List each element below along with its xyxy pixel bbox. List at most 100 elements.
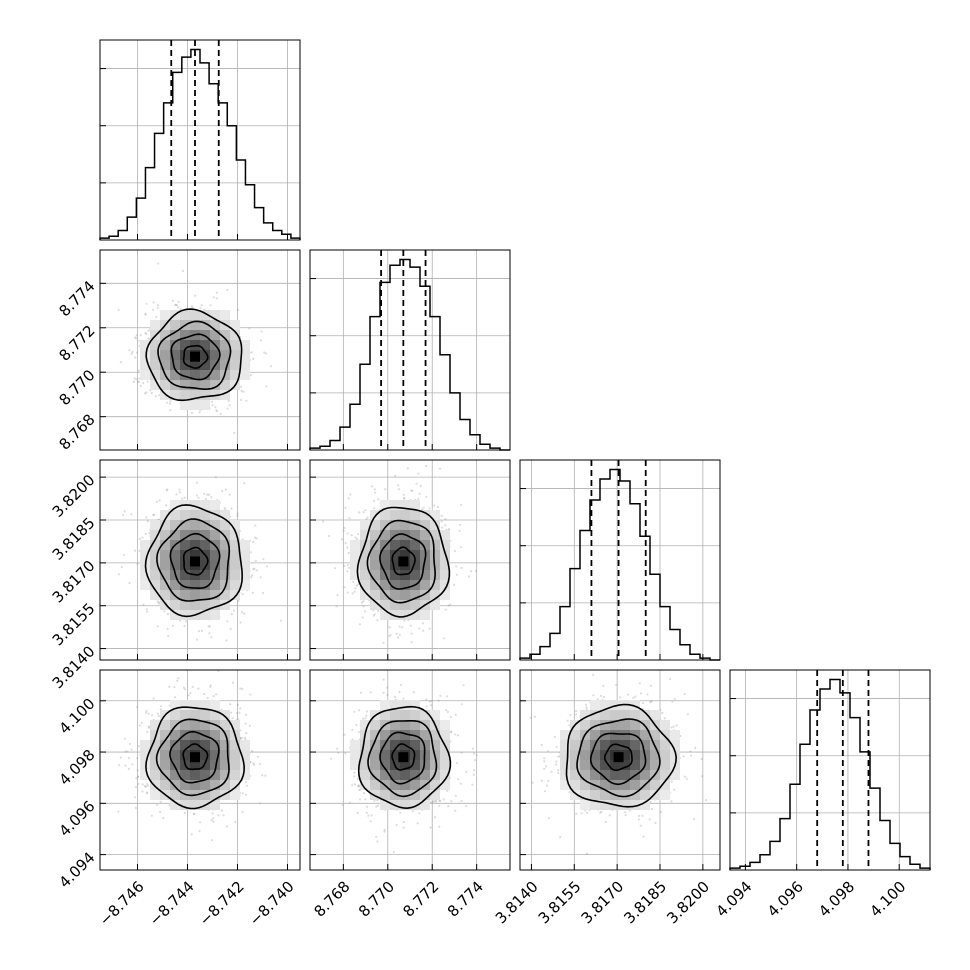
density-cell [160,590,170,600]
sample-point [344,752,347,755]
density-cell [220,710,230,720]
density-cell [620,720,630,730]
sample-point [660,810,663,814]
panel-frame [99,459,301,661]
density-cell [160,310,170,320]
sample-point [557,769,560,772]
x-tick-label: 8.768 [310,878,353,921]
density-cell [640,730,650,740]
density-cell [400,800,410,810]
sample-point [156,306,159,309]
sample-point [144,785,147,788]
sample-point [122,513,125,517]
density-cell [400,730,410,740]
density-cell [200,540,210,550]
density-cell [390,550,400,560]
density-cell [230,780,240,790]
density-cell [200,370,210,380]
density-cell [150,730,160,740]
density-cell [590,750,600,760]
scatter-panel-3-1: 8.768 8.770 8.772 8.774 [309,669,511,921]
density-cell [190,760,200,770]
density-cell [630,740,640,750]
sample-point [566,719,569,722]
density-cell [160,540,170,550]
density-cell [400,600,410,610]
density-cell [150,570,160,580]
density-cell [660,740,670,750]
density-cell [630,790,640,800]
density-cell [200,400,210,410]
sample-point [185,620,188,623]
sample-point [147,337,150,340]
contour-level [565,703,678,808]
density-cell [180,800,190,810]
density-cell [240,760,250,770]
sample-point [453,583,456,587]
sample-point [135,378,138,381]
sample-point [239,707,242,710]
density-cell [560,770,570,780]
panel-frame [729,669,931,871]
sample-point [328,534,331,538]
sample-point [596,698,599,701]
density-cell [380,500,390,510]
sample-point [543,767,546,770]
density-cell [210,350,220,360]
x-tick-label: −8.746 [96,878,148,930]
density-cell [180,720,190,730]
sample-point [148,726,151,730]
sample-point [474,759,477,762]
x-tick-label: 4.096 [764,878,807,921]
sample-point [145,516,148,519]
density-cell [410,700,420,710]
sample-point [474,569,477,573]
density-cell [440,580,450,590]
sample-point [145,302,148,305]
sample-point [156,625,159,628]
sample-point [410,632,413,635]
density-cell [200,350,210,360]
sample-point [346,546,349,549]
sample-point [397,488,400,491]
density-cell [370,590,380,600]
density-cell [140,550,150,560]
sample-point [146,610,149,613]
density-cell [170,710,180,720]
density-cell [590,730,600,740]
density-cell [370,570,380,580]
sample-point [136,769,139,772]
sample-point [399,811,402,814]
density-cell [390,540,400,550]
sample-point [204,497,207,501]
density-cell [210,700,220,710]
density-cell [180,380,190,390]
density-cell [210,500,220,510]
sample-point [181,269,185,272]
sample-point [241,810,244,814]
sample-point [529,716,533,720]
density-cell [360,530,370,540]
sample-point [231,681,235,684]
density-cell [380,580,390,590]
sample-point [221,489,224,493]
density-cell [370,720,380,730]
density-cell [650,750,660,760]
density-cell [610,780,620,790]
density-cell [190,320,200,330]
density-cell [410,740,420,750]
density-cell [380,570,390,580]
density-cell [200,310,210,320]
y-tick-label: 4.094 [55,848,98,891]
sample-point [136,562,139,566]
density-cell [390,510,400,520]
density-cell [430,540,440,550]
density-cell [170,580,180,590]
density-cell [600,710,610,720]
density-cell [220,720,230,730]
sample-point [411,810,414,813]
density-cell [420,570,430,580]
sample-point [152,308,155,311]
density-cell [360,520,370,530]
density-cell [350,750,360,760]
